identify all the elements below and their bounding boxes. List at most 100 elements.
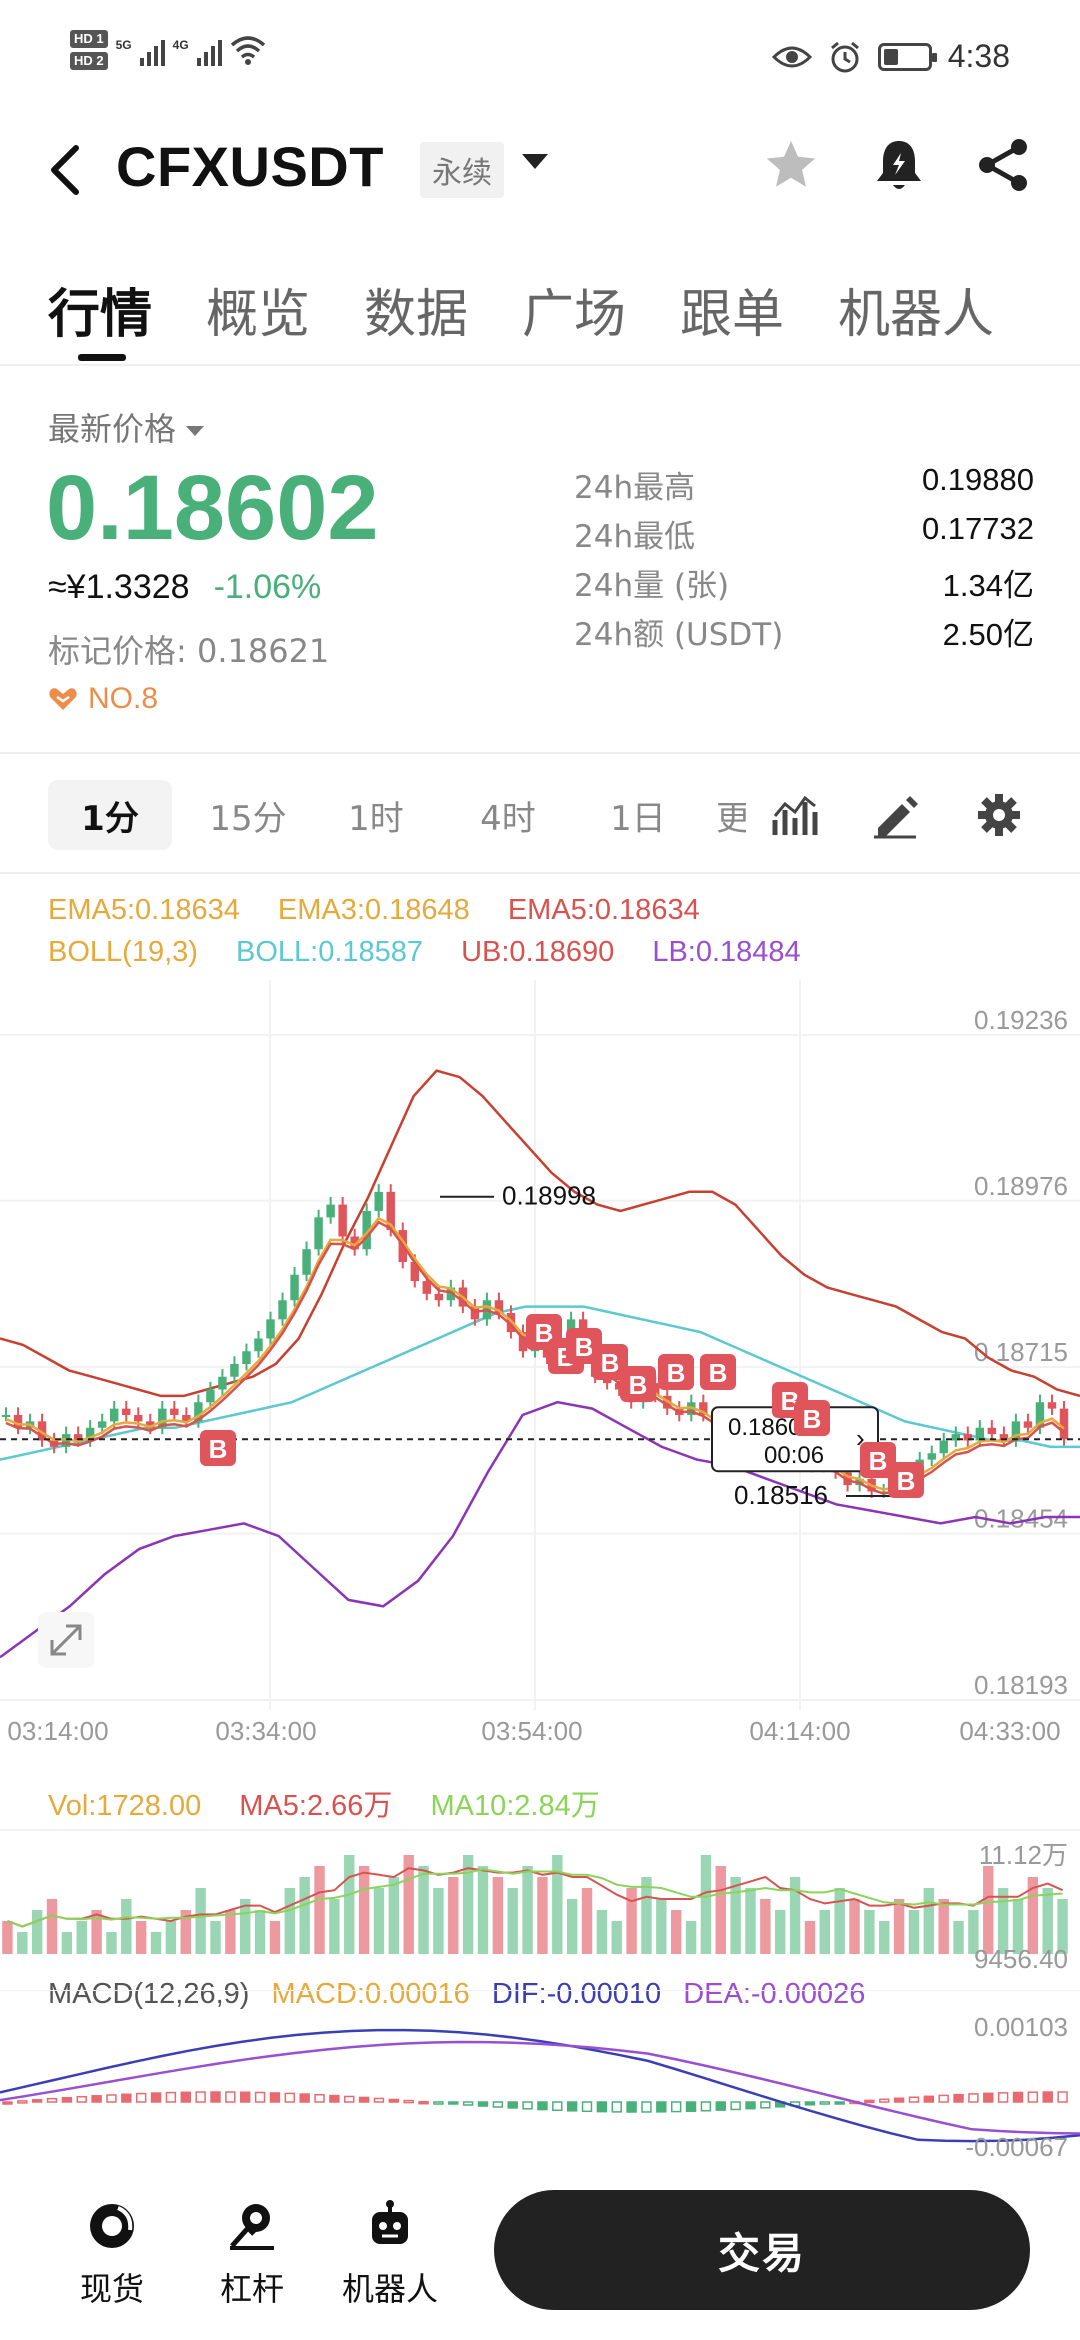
candle-body — [158, 1408, 167, 1428]
volume-chart[interactable]: 11.12万 9456.40 — [0, 1820, 1080, 1970]
macd-bar — [61, 2096, 73, 2103]
macd-bar — [983, 2092, 994, 2103]
tab-square[interactable]: 广场 — [522, 285, 627, 345]
tf-1h[interactable]: 1时 — [348, 798, 404, 839]
candle-body — [434, 1293, 444, 1301]
macd-bar — [17, 2100, 28, 2104]
volume-bar — [552, 1855, 563, 1954]
buy-signal-badge: B — [888, 1462, 924, 1498]
candle-body — [362, 1210, 371, 1250]
candle-body — [230, 1363, 239, 1377]
ema5-value: EMA5:0.18634 — [48, 894, 240, 926]
x-axis-label: 03:54:00 — [481, 1716, 582, 1746]
volume-bar — [492, 1877, 504, 1954]
change-percent: -1.06% — [213, 568, 322, 606]
candle-body — [206, 1389, 215, 1403]
volume-bar — [656, 1899, 667, 1954]
app-header: CFXUSDT 永续 — [0, 118, 1080, 218]
macd-bar — [1027, 2091, 1039, 2103]
candle-body — [518, 1332, 528, 1352]
signal-icon — [139, 34, 165, 66]
tf-1m[interactable]: 1分 — [48, 780, 172, 850]
buy-signal-badge: B — [658, 1354, 694, 1390]
candle-body — [134, 1415, 143, 1422]
share-button[interactable] — [970, 132, 1036, 198]
tab-copytrade[interactable]: 跟单 — [680, 285, 785, 345]
ema5b-value: EMA5:0.18634 — [507, 894, 700, 926]
candle-body — [242, 1351, 251, 1364]
nav-margin[interactable]: 杠杆 — [192, 2196, 312, 2310]
buy-badge-bg — [860, 1442, 896, 1478]
volume-bar — [997, 1888, 1009, 1954]
tf-1d[interactable]: 1日 — [610, 798, 666, 839]
candle-body — [194, 1402, 203, 1422]
macd-bar — [537, 2101, 548, 2111]
price-alert-button[interactable] — [866, 132, 932, 198]
draw-icon[interactable] — [870, 790, 920, 840]
candle-body — [170, 1408, 179, 1415]
nav-bot[interactable]: 机器人 — [330, 2196, 450, 2310]
volume-bar — [31, 1910, 43, 1954]
latest-price-selector[interactable]: 最新价格 — [48, 404, 205, 450]
macd-chart[interactable]: 0.00103 -0.00067 — [0, 1990, 1080, 2158]
y-axis-label: 0.19236 — [974, 1005, 1068, 1035]
macd-legend: MACD(12,26,9) MACD:0.00016 DIF:-0.00010 … — [48, 1978, 895, 2011]
tab-market[interactable]: 行情 — [48, 285, 153, 345]
favorite-button[interactable] — [758, 132, 824, 198]
macd-bar — [477, 2101, 489, 2107]
settings-icon[interactable] — [974, 790, 1024, 840]
rank-badge[interactable]: NO.8 — [48, 682, 158, 716]
robot-icon — [372, 2200, 408, 2244]
active-tab-indicator — [78, 354, 126, 361]
tf-4h[interactable]: 4时 — [480, 798, 536, 839]
alarm-icon — [830, 41, 859, 72]
volume-bar — [626, 1888, 637, 1954]
buy-badge-text: B — [897, 1466, 916, 1496]
macd-bar — [91, 2095, 102, 2103]
volume-bar — [388, 1877, 400, 1954]
nav-spot[interactable]: 现货 — [52, 2196, 172, 2310]
trade-button[interactable]: 交易 — [494, 2190, 1030, 2310]
stats-list: 24h最高 0.19880 24h最低 0.17732 24h量 (张) 1.34亿 … — [574, 462, 1034, 658]
candle-body — [939, 1440, 948, 1454]
symbol-dropdown-icon[interactable] — [522, 154, 548, 169]
boll-params: BOLL(19,3) — [48, 936, 198, 968]
volume-bar — [879, 1921, 890, 1954]
indicator-icon[interactable] — [770, 790, 820, 840]
lb-value: LB:0.18484 — [652, 936, 801, 968]
tab-overview[interactable]: 概览 — [206, 285, 311, 345]
x-axis-label: 03:34:00 — [215, 1716, 316, 1746]
macd-value: MACD:0.00016 — [271, 1978, 470, 2010]
mark-price: 标记价格: 0.18621 — [48, 632, 330, 670]
volume-bar — [329, 1899, 340, 1954]
macd-bar — [685, 2101, 697, 2112]
stat-value: 1.34亿 — [942, 568, 1034, 603]
y-axis-label: 0.18976 — [974, 1171, 1068, 1201]
dea-value: DEA:-0.00026 — [683, 1978, 866, 2010]
symbol-title[interactable]: CFXUSDT — [116, 135, 384, 198]
back-button[interactable] — [46, 142, 86, 208]
volume-bar — [760, 1899, 771, 1954]
buy-badge-text: B — [629, 1370, 648, 1400]
candle-body — [1047, 1402, 1057, 1409]
hd1-badge: HD 1 — [70, 30, 108, 48]
macd-bar — [403, 2099, 414, 2104]
volume-bar — [106, 1932, 117, 1954]
boll-mid-line — [0, 1305, 1080, 1461]
volume-bar — [908, 1910, 920, 1954]
candlestick-chart[interactable]: 0.192360.189760.187150.184540.181930.186… — [0, 980, 1080, 1780]
tf-more[interactable]: 更 — [716, 798, 746, 839]
macd-bar — [344, 2095, 355, 2103]
tab-data[interactable]: 数据 — [364, 285, 469, 345]
volume-bar — [403, 1855, 414, 1954]
macd-bar — [611, 2101, 622, 2113]
tf-15m[interactable]: 15分 — [209, 798, 287, 839]
candle-body — [1, 1415, 11, 1417]
status-left: HD 1 HD 2 5G 4G — [70, 30, 266, 70]
dif-value: DIF:-0.00010 — [491, 1978, 662, 2010]
tab-bot[interactable]: 机器人 — [838, 285, 995, 345]
macd-bar — [522, 2101, 533, 2110]
bell-alert-icon — [877, 141, 921, 189]
x-axis-label: 04:14:00 — [749, 1716, 850, 1746]
vol-max-label: 11.12万 — [979, 1840, 1068, 1870]
